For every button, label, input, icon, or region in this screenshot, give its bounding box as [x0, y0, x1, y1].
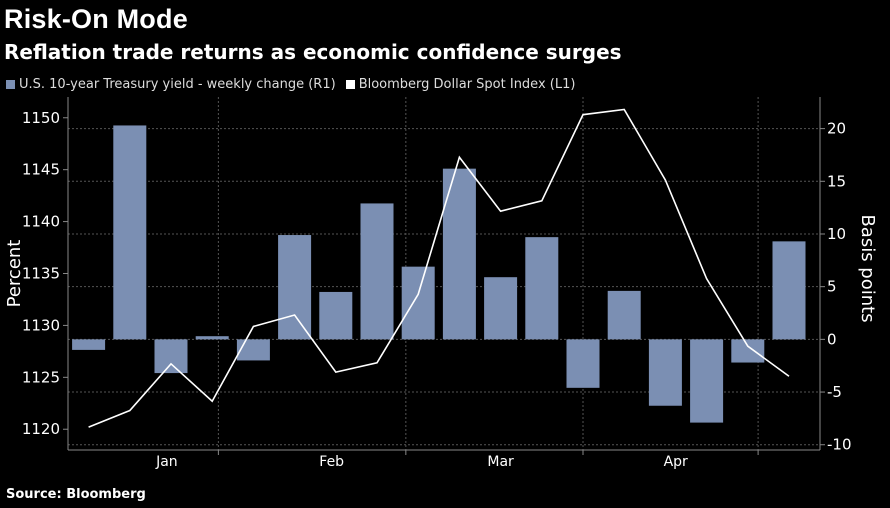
line-dollar-index: [88, 108, 790, 428]
bar-treasury-change: [442, 168, 476, 340]
right-tick-label: 0: [827, 330, 837, 348]
right-tick-label: -10: [827, 436, 852, 454]
bar-treasury-change: [566, 339, 600, 388]
bar-treasury-change: [154, 339, 188, 374]
legend-swatch-line: [345, 80, 355, 89]
right-tick-label: 5: [827, 278, 837, 296]
x-tick-label-month: Jan: [155, 454, 178, 470]
left-tick-label: 1140: [22, 213, 60, 231]
left-tick-label: 1125: [22, 368, 60, 386]
x-tick-label-month: Mar: [487, 454, 514, 470]
bar-treasury-change: [401, 266, 435, 340]
legend-label-treasury: U.S. 10-year Treasury yield - weekly cha…: [19, 77, 336, 92]
bar-treasury-change: [195, 336, 229, 340]
bar-layer: [72, 125, 806, 423]
right-tick-label: 10: [827, 225, 846, 243]
chart-subtitle: Reflation trade returns as economic conf…: [4, 40, 622, 64]
legend-swatch-bars: [6, 80, 15, 89]
bar-treasury-change: [236, 339, 270, 361]
bar-treasury-change: [72, 339, 106, 350]
bar-treasury-change: [731, 339, 765, 363]
bar-treasury-change: [360, 203, 394, 340]
left-tick-label: 1130: [22, 316, 60, 334]
x-axis-label: 2021: [445, 469, 483, 470]
chart-title: Risk-On Mode: [4, 4, 188, 34]
bar-treasury-change: [278, 235, 312, 340]
left-tick-label: 1145: [22, 161, 60, 179]
bar-treasury-change: [772, 241, 806, 340]
right-tick-label: 20: [827, 120, 846, 138]
bar-treasury-change: [319, 291, 353, 340]
x-tick-label-month: Feb: [319, 454, 344, 470]
line-layer: [88, 108, 790, 428]
axis-layer: 1120 1125 1130 1135 1140 1145 1150 -10 -5 0 5 10 15 2…: [4, 97, 878, 470]
bar-treasury-change: [607, 290, 641, 340]
legend-item-treasury: U.S. 10-year Treasury yield - weekly cha…: [6, 77, 336, 92]
source-note: Source: Bloomberg: [6, 487, 146, 502]
left-tick-label: 1135: [22, 265, 60, 283]
bar-treasury-change: [113, 125, 147, 340]
legend: U.S. 10-year Treasury yield - weekly cha…: [6, 77, 585, 92]
bar-treasury-change: [525, 237, 559, 340]
left-tick-label: 1150: [22, 109, 60, 127]
right-tick-label: -5: [827, 383, 842, 401]
legend-item-dollar: Bloomberg Dollar Spot Index (L1): [345, 77, 576, 92]
x-tick-label-month: Apr: [664, 454, 688, 470]
y-axis-label-left: Percent: [4, 240, 25, 308]
bar-treasury-change: [690, 339, 724, 423]
bar-treasury-change: [648, 339, 682, 406]
bar-treasury-change: [484, 277, 518, 340]
legend-label-dollar: Bloomberg Dollar Spot Index (L1): [358, 77, 576, 92]
y-axis-label-right: Basis points: [857, 214, 878, 322]
right-tick-label: 15: [827, 172, 846, 190]
left-tick-label: 1120: [22, 420, 60, 438]
chart-plot: 1120 1125 1130 1135 1140 1145 1150 -10 -5 0 5 10 15 2…: [4, 97, 878, 470]
